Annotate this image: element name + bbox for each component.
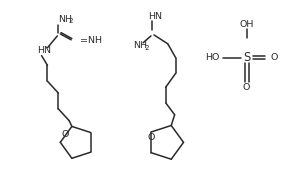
- Text: 2: 2: [68, 18, 73, 24]
- Text: HN: HN: [148, 12, 162, 21]
- Text: O: O: [61, 130, 69, 139]
- Text: HN: HN: [37, 46, 51, 55]
- Text: S: S: [243, 51, 250, 64]
- Text: OH: OH: [239, 20, 254, 28]
- Text: NH: NH: [58, 15, 72, 24]
- Text: O: O: [243, 83, 250, 92]
- Text: NH: NH: [133, 41, 147, 50]
- Text: O: O: [148, 133, 155, 142]
- Text: O: O: [270, 53, 278, 62]
- Text: =NH: =NH: [80, 36, 102, 45]
- Text: HO: HO: [205, 53, 219, 62]
- Text: 2: 2: [144, 45, 149, 51]
